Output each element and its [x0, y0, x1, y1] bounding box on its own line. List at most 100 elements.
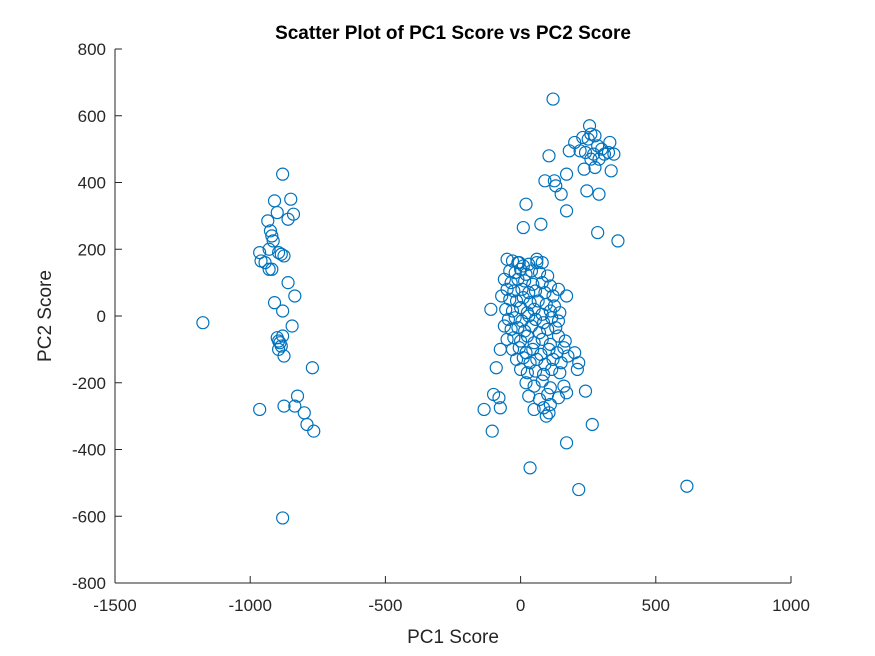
data-point: [522, 389, 536, 403]
data-point: [276, 329, 290, 343]
data-point: [516, 291, 530, 305]
data-point: [484, 302, 498, 316]
data-point: [551, 314, 566, 328]
data-point: [542, 149, 556, 163]
data-point: [543, 397, 557, 412]
data-point: [513, 301, 528, 315]
data-point: [512, 256, 526, 270]
data-point: [559, 167, 574, 181]
data-point: [305, 361, 319, 375]
data-point: [611, 234, 625, 248]
data-point: [535, 374, 549, 388]
data-point: [284, 192, 298, 206]
data-point: [274, 247, 288, 261]
data-point: [538, 174, 552, 188]
data-point: [603, 135, 617, 150]
data-point: [516, 220, 530, 235]
data-point: [592, 152, 606, 166]
y-tick-label: 0: [97, 307, 106, 326]
data-point: [270, 205, 284, 220]
data-point: [520, 366, 534, 380]
x-tick-label: 500: [642, 596, 670, 615]
data-point: [554, 356, 568, 370]
data-point: [485, 424, 499, 438]
data-point: [535, 307, 549, 321]
data-point: [297, 406, 311, 420]
data-point: [286, 207, 301, 221]
data-point: [582, 119, 597, 133]
data-point: [267, 194, 282, 208]
data-point: [276, 304, 290, 318]
data-point: [543, 337, 557, 351]
data-point: [562, 144, 576, 158]
data-point: [561, 349, 575, 363]
data-point: [559, 386, 574, 400]
data-point: [557, 379, 571, 393]
data-points: [196, 92, 694, 525]
data-point: [262, 242, 276, 256]
data-point: [532, 266, 547, 280]
data-point: [281, 276, 295, 290]
data-point: [276, 511, 290, 525]
data-point: [499, 302, 513, 316]
data-point: [577, 162, 591, 176]
data-point: [495, 289, 509, 303]
chart-title: Scatter Plot of PC1 Score vs PC2 Score: [275, 23, 631, 44]
data-point: [581, 132, 595, 146]
data-point: [263, 224, 278, 238]
y-tick-label: 200: [78, 240, 106, 259]
y-tick-label: -600: [72, 507, 106, 526]
data-point: [523, 461, 537, 475]
data-point: [557, 341, 571, 355]
data-point: [607, 147, 621, 161]
y-tick-label: -200: [72, 374, 106, 393]
data-point: [585, 417, 599, 432]
data-point: [277, 249, 291, 263]
data-point: [518, 274, 532, 288]
data-point: [196, 316, 210, 330]
data-point: [591, 225, 605, 240]
data-point: [497, 319, 511, 333]
data-point: [570, 362, 584, 376]
data-point: [500, 332, 514, 346]
data-point: [580, 184, 594, 198]
data-point: [546, 352, 560, 366]
y-axis-label: PC2 Score: [35, 270, 56, 362]
data-point: [266, 234, 280, 248]
y-ticks: -800 -600 -400 -200 0 200 400 600 800: [72, 40, 122, 593]
data-point: [505, 304, 520, 318]
data-point: [578, 384, 593, 398]
data-point: [531, 294, 545, 308]
data-point: [572, 356, 586, 370]
data-point: [592, 187, 606, 201]
data-point: [539, 409, 553, 423]
data-point: [276, 167, 290, 181]
data-point: [513, 362, 528, 376]
data-point: [591, 139, 605, 153]
data-point: [553, 366, 567, 380]
data-point: [508, 311, 522, 325]
data-point: [559, 289, 574, 303]
data-point: [588, 160, 602, 175]
data-point: [545, 362, 559, 376]
data-point: [584, 152, 598, 166]
data-point: [519, 376, 533, 390]
data-point: [513, 334, 528, 348]
data-point: [273, 336, 287, 350]
data-point: [261, 214, 275, 228]
y-tick-label: 800: [78, 40, 106, 59]
data-point: [300, 417, 314, 432]
data-point: [528, 312, 543, 326]
data-point: [267, 296, 282, 310]
data-point: [277, 399, 291, 413]
axes: [114, 49, 791, 584]
data-point: [543, 381, 557, 395]
data-point: [519, 197, 533, 211]
data-point: [604, 164, 618, 178]
data-point: [489, 361, 503, 375]
x-tick-label: -500: [368, 596, 402, 615]
data-point: [546, 92, 560, 106]
data-point: [558, 334, 572, 348]
data-point: [528, 364, 543, 378]
data-point: [680, 479, 694, 493]
